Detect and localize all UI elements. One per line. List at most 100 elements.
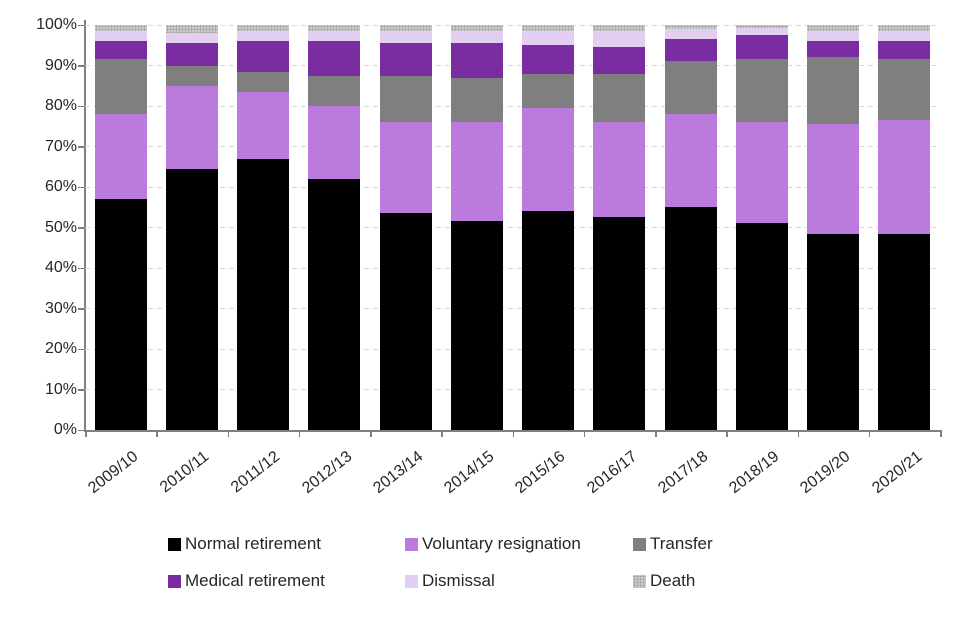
segment-medical-retirement	[593, 47, 646, 74]
legend-item-voluntary-resignation: Voluntary resignation	[405, 534, 633, 554]
gridline	[85, 267, 940, 269]
segment-voluntary-resignation	[379, 122, 432, 214]
segment-dismissal	[237, 31, 290, 42]
segment-death	[165, 25, 218, 34]
x-axis-tick	[85, 431, 87, 437]
gridline	[85, 146, 940, 147]
segment-normal-retirement	[94, 199, 147, 430]
gridline	[85, 24, 940, 26]
segment-medical-retirement	[379, 43, 432, 76]
segment-medical-retirement	[807, 41, 860, 58]
bar-2011-12	[237, 25, 290, 430]
x-axis-tick-label: 2016/17	[583, 448, 640, 498]
x-axis-tick	[726, 431, 728, 437]
segment-medical-retirement	[522, 45, 575, 74]
legend-swatch-dismissal	[405, 574, 418, 588]
segment-medical-retirement	[664, 39, 717, 62]
x-axis-tick-label: 2019/20	[797, 448, 854, 498]
segment-death	[379, 25, 432, 32]
segment-death	[237, 25, 290, 32]
x-axis-tick	[227, 431, 229, 437]
segment-transfer	[379, 75, 432, 123]
segment-death	[593, 25, 646, 32]
segment-voluntary-resignation	[94, 114, 147, 200]
segment-transfer	[450, 77, 503, 123]
segment-death	[664, 25, 717, 30]
segment-transfer	[664, 61, 717, 115]
legend-swatch-normal-retirement	[168, 537, 181, 551]
segment-transfer	[522, 73, 575, 109]
y-axis-tick-label: 40%	[44, 259, 77, 276]
gridline	[85, 105, 940, 107]
segment-transfer	[807, 57, 860, 125]
segment-normal-retirement	[735, 223, 788, 430]
y-axis-tick	[78, 389, 85, 391]
y-axis-tick	[78, 429, 85, 431]
legend-item-medical-retirement: Medical retirement	[168, 571, 405, 591]
y-axis-tick-label: 80%	[44, 97, 77, 114]
legend-item-normal-retirement: Normal retirement	[168, 534, 405, 554]
gridline	[85, 389, 940, 390]
segment-voluntary-resignation	[593, 122, 646, 218]
bar-2015-16	[522, 25, 575, 430]
segment-transfer	[237, 71, 290, 92]
y-axis-tick	[78, 146, 85, 148]
segment-voluntary-resignation	[522, 108, 575, 212]
bar-2013-14	[379, 25, 432, 430]
segment-normal-retirement	[165, 168, 218, 430]
segment-normal-retirement	[807, 233, 860, 430]
y-axis-tick	[78, 105, 85, 107]
x-axis-tick-label: 2018/19	[726, 448, 783, 498]
x-axis-tick	[298, 431, 301, 437]
segment-transfer	[593, 73, 646, 123]
legend-item-dismissal: Dismissal	[405, 571, 633, 591]
segment-dismissal	[522, 31, 575, 46]
y-axis-tick	[78, 348, 85, 350]
segment-medical-retirement	[450, 43, 503, 78]
legend-label: Transfer	[650, 534, 713, 553]
y-axis-tick-label: 70%	[44, 137, 77, 155]
segment-normal-retirement	[450, 221, 503, 430]
segment-dismissal	[165, 33, 218, 44]
legend-item-transfer: Transfer	[633, 534, 713, 554]
x-axis-tick-label: 2013/14	[370, 448, 427, 498]
bar-2019-20	[807, 25, 860, 430]
y-axis-tick-label: 30%	[44, 299, 77, 317]
legend-swatch-voluntary-resignation	[405, 537, 418, 551]
segment-voluntary-resignation	[878, 120, 931, 234]
segment-voluntary-resignation	[308, 106, 361, 179]
plot-area	[85, 24, 940, 430]
legend-swatch-medical-retirement	[168, 574, 181, 588]
x-axis-tick	[156, 431, 158, 437]
segment-dismissal	[735, 27, 788, 36]
segment-normal-retirement	[664, 207, 717, 430]
segment-normal-retirement	[237, 158, 290, 430]
segment-medical-retirement	[94, 41, 147, 60]
segment-normal-retirement	[379, 213, 432, 430]
x-axis-tick-label: 2020/21	[868, 448, 925, 498]
segment-dismissal	[664, 29, 717, 40]
segment-death	[308, 25, 361, 32]
segment-medical-retirement	[735, 35, 788, 60]
segment-medical-retirement	[237, 41, 290, 72]
segment-dismissal	[308, 31, 361, 42]
segment-normal-retirement	[878, 233, 931, 430]
y-axis-tick	[78, 267, 85, 269]
x-axis-tick	[370, 431, 372, 437]
y-axis-tick	[78, 186, 85, 188]
x-axis-tick	[940, 431, 942, 437]
segment-voluntary-resignation	[450, 122, 503, 222]
x-axis-tick	[583, 431, 586, 437]
segment-voluntary-resignation	[165, 85, 218, 169]
segment-dismissal	[450, 31, 503, 44]
segment-transfer	[165, 65, 218, 86]
x-axis-tick-label: 2014/15	[441, 448, 498, 498]
legend-label: Voluntary resignation	[422, 534, 581, 553]
segment-transfer	[878, 59, 931, 121]
gridline	[85, 186, 940, 188]
y-axis-line	[84, 20, 86, 432]
bar-2016-17	[593, 25, 646, 430]
legend-item-death: Death	[633, 571, 713, 591]
legend-swatch-transfer	[633, 537, 646, 551]
segment-death	[522, 25, 575, 32]
